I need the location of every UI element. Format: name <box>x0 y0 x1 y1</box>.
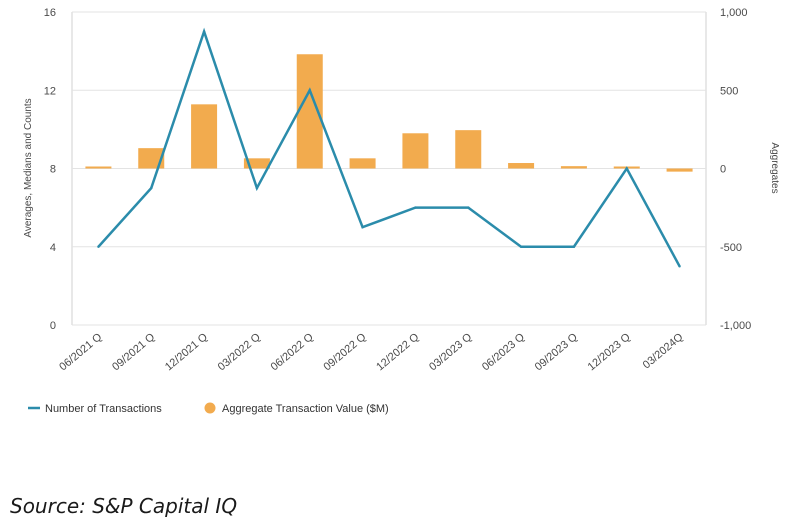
left-axis-title: Averages, Medians and Counts <box>23 98 34 237</box>
x-tick-label: 12/2021 Q <box>163 331 210 374</box>
bar <box>85 166 112 169</box>
x-tick-label: 12/2022 Q <box>374 331 421 374</box>
x-tick-label: 03/2022 Q <box>216 331 263 374</box>
bar <box>191 104 218 169</box>
line-point <box>150 186 153 190</box>
line-point <box>97 245 100 248</box>
bar <box>508 163 535 169</box>
x-tick-label: 03/2023 Q <box>427 331 474 374</box>
right-axis: -1,000 -500 0 500 1,000 <box>720 7 751 332</box>
line-point <box>625 167 628 170</box>
x-tick-label: 03/2024Q <box>641 331 686 372</box>
right-tick-label: -500 <box>720 242 742 254</box>
line-point <box>202 30 206 33</box>
left-tick-label: 16 <box>44 7 56 19</box>
right-tick-label: 0 <box>720 164 726 176</box>
x-tick-label: 06/2022 Q <box>269 331 316 374</box>
right-axis-title: Aggregates <box>769 142 780 193</box>
left-tick-label: 0 <box>50 320 56 332</box>
line-point <box>678 265 681 268</box>
line-point <box>255 186 259 190</box>
line-point <box>361 225 364 229</box>
x-tick-label: 12/2023 Q <box>586 331 633 374</box>
line-point <box>308 89 311 92</box>
left-tick-label: 12 <box>44 85 56 97</box>
bar <box>243 158 270 169</box>
left-tick-label: 8 <box>50 164 56 176</box>
line-point <box>414 206 417 209</box>
right-tick-label: 1,000 <box>720 7 748 19</box>
legend: Number of Transactions Aggregate Transac… <box>28 402 389 415</box>
right-tick-label: -1,000 <box>720 320 751 332</box>
x-axis: 06/2021 Q 09/2021 Q 12/2021 Q 03/2022 Q 06/2… <box>57 331 686 374</box>
transactions-line <box>97 27 681 267</box>
bar <box>402 133 429 169</box>
x-tick-label: 09/2021 Q <box>110 331 157 374</box>
source-caption: Source: S&P Capital IQ <box>10 494 238 518</box>
gridlines <box>71 11 707 326</box>
bar <box>349 158 376 169</box>
bar <box>560 166 587 169</box>
bar <box>138 148 165 169</box>
bar <box>455 130 482 169</box>
legend-label-aggregate: Aggregate Transaction Value ($M) <box>222 403 389 415</box>
x-tick-label: 09/2023 Q <box>533 331 580 374</box>
right-tick-label: 500 <box>720 85 738 97</box>
left-axis: 0 4 8 12 16 <box>44 7 56 332</box>
line-series <box>97 27 681 268</box>
bar <box>666 168 693 172</box>
line-point <box>467 206 470 209</box>
line-point <box>572 245 576 248</box>
line-point <box>519 245 523 248</box>
legend-bar-swatch <box>204 402 216 414</box>
x-tick-label: 06/2023 Q <box>480 331 527 374</box>
left-tick-label: 4 <box>50 242 56 254</box>
x-tick-label: 09/2022 Q <box>321 331 368 374</box>
bar-series <box>85 54 693 172</box>
x-tick-label: 06/2021 Q <box>57 331 104 374</box>
legend-label-transactions: Number of Transactions <box>45 403 162 415</box>
